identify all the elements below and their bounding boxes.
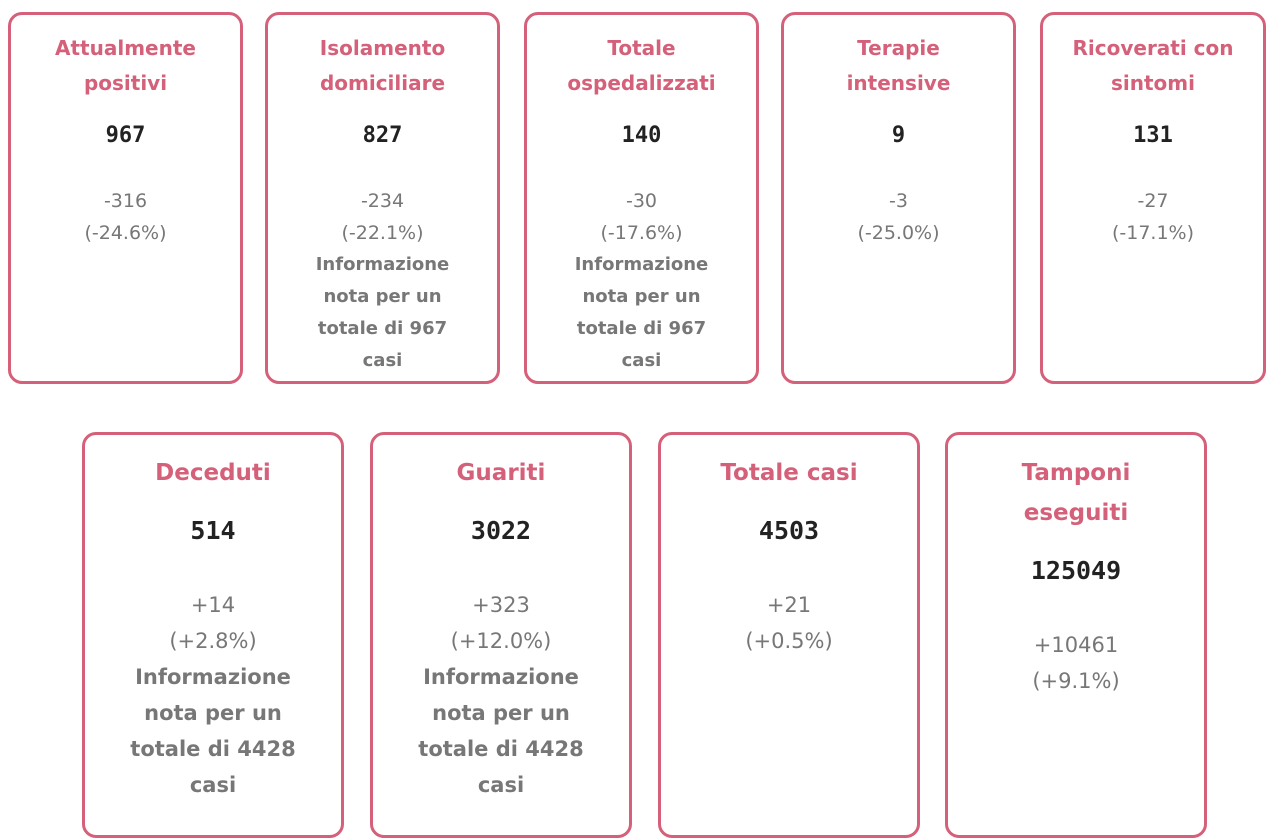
card-title: Isolamento domiciliare [319,36,446,95]
stat-card: Isolamento domiciliare 827 -234 (-22.1%) Inf… [265,12,500,384]
card-note: Informazione nota per un totale di 4428 … [130,665,296,797]
card-note: Informazione nota per un totale di 967 c… [315,254,450,371]
card-change: -316 [103,190,148,212]
card-value: 9 [891,123,906,148]
stat-card: Tamponi eseguiti 125049 +10461 (+9.1%) [945,432,1207,838]
card-title: Guariti [456,460,546,486]
card-percent: (+12.0%) [450,629,552,653]
card-percent: (-24.6%) [84,222,167,244]
card-percent: (-17.1%) [1111,222,1195,244]
card-value: 3022 [470,516,532,545]
card-change: -3 [889,190,908,212]
card-percent: (-22.1%) [341,222,424,244]
card-value: 4503 [758,516,820,545]
card-percent: (-25.0%) [857,222,940,244]
card-title: Attualmente positivi [55,36,196,95]
card-value: 125049 [1030,556,1122,585]
card-note: Informazione nota per un totale di 4428 … [418,665,584,797]
card-title: Totale ospedalizzati [567,36,716,95]
card-title: Tamponi eseguiti [1021,460,1131,526]
stat-card: Deceduti 514 +14 (+2.8%) Informazione nota p… [82,432,344,838]
stat-card: Totale ospedalizzati 140 -30 (-17.6%) Inform… [524,12,759,384]
card-title: Ricoverati con sintomi [1072,36,1234,95]
card-value: 967 [105,123,146,148]
stat-card: Terapie intensive 9 -3 (-25.0%) [781,12,1016,384]
card-percent: (+2.8%) [169,629,257,653]
card-value: 514 [190,516,236,545]
card-value: 131 [1133,123,1173,148]
card-title: Totale casi [720,460,858,486]
card-change: +21 [766,593,812,617]
card-change: -234 [360,190,405,212]
stat-card: Attualmente positivi 967 -316 (-24.6%) [8,12,243,384]
card-title: Deceduti [155,460,271,486]
card-percent: (+9.1%) [1032,669,1120,693]
card-change: +323 [472,593,530,617]
card-change: +14 [190,593,236,617]
stat-card: Ricoverati con sintomi 131 -27 (-17.1%) [1040,12,1266,384]
card-percent: (-17.6%) [600,222,683,244]
card-change: -30 [625,190,658,212]
card-change: -27 [1137,190,1169,212]
card-title: Terapie intensive [846,36,951,95]
card-note: Informazione nota per un totale di 967 c… [574,254,709,371]
card-percent: (+0.5%) [745,629,833,653]
card-change: +10461 [1033,633,1119,657]
stat-card: Totale casi 4503 +21 (+0.5%) [658,432,920,838]
card-value: 827 [362,123,403,148]
stat-card: Guariti 3022 +323 (+12.0%) Informazione nota… [370,432,632,838]
card-value: 140 [621,123,662,148]
